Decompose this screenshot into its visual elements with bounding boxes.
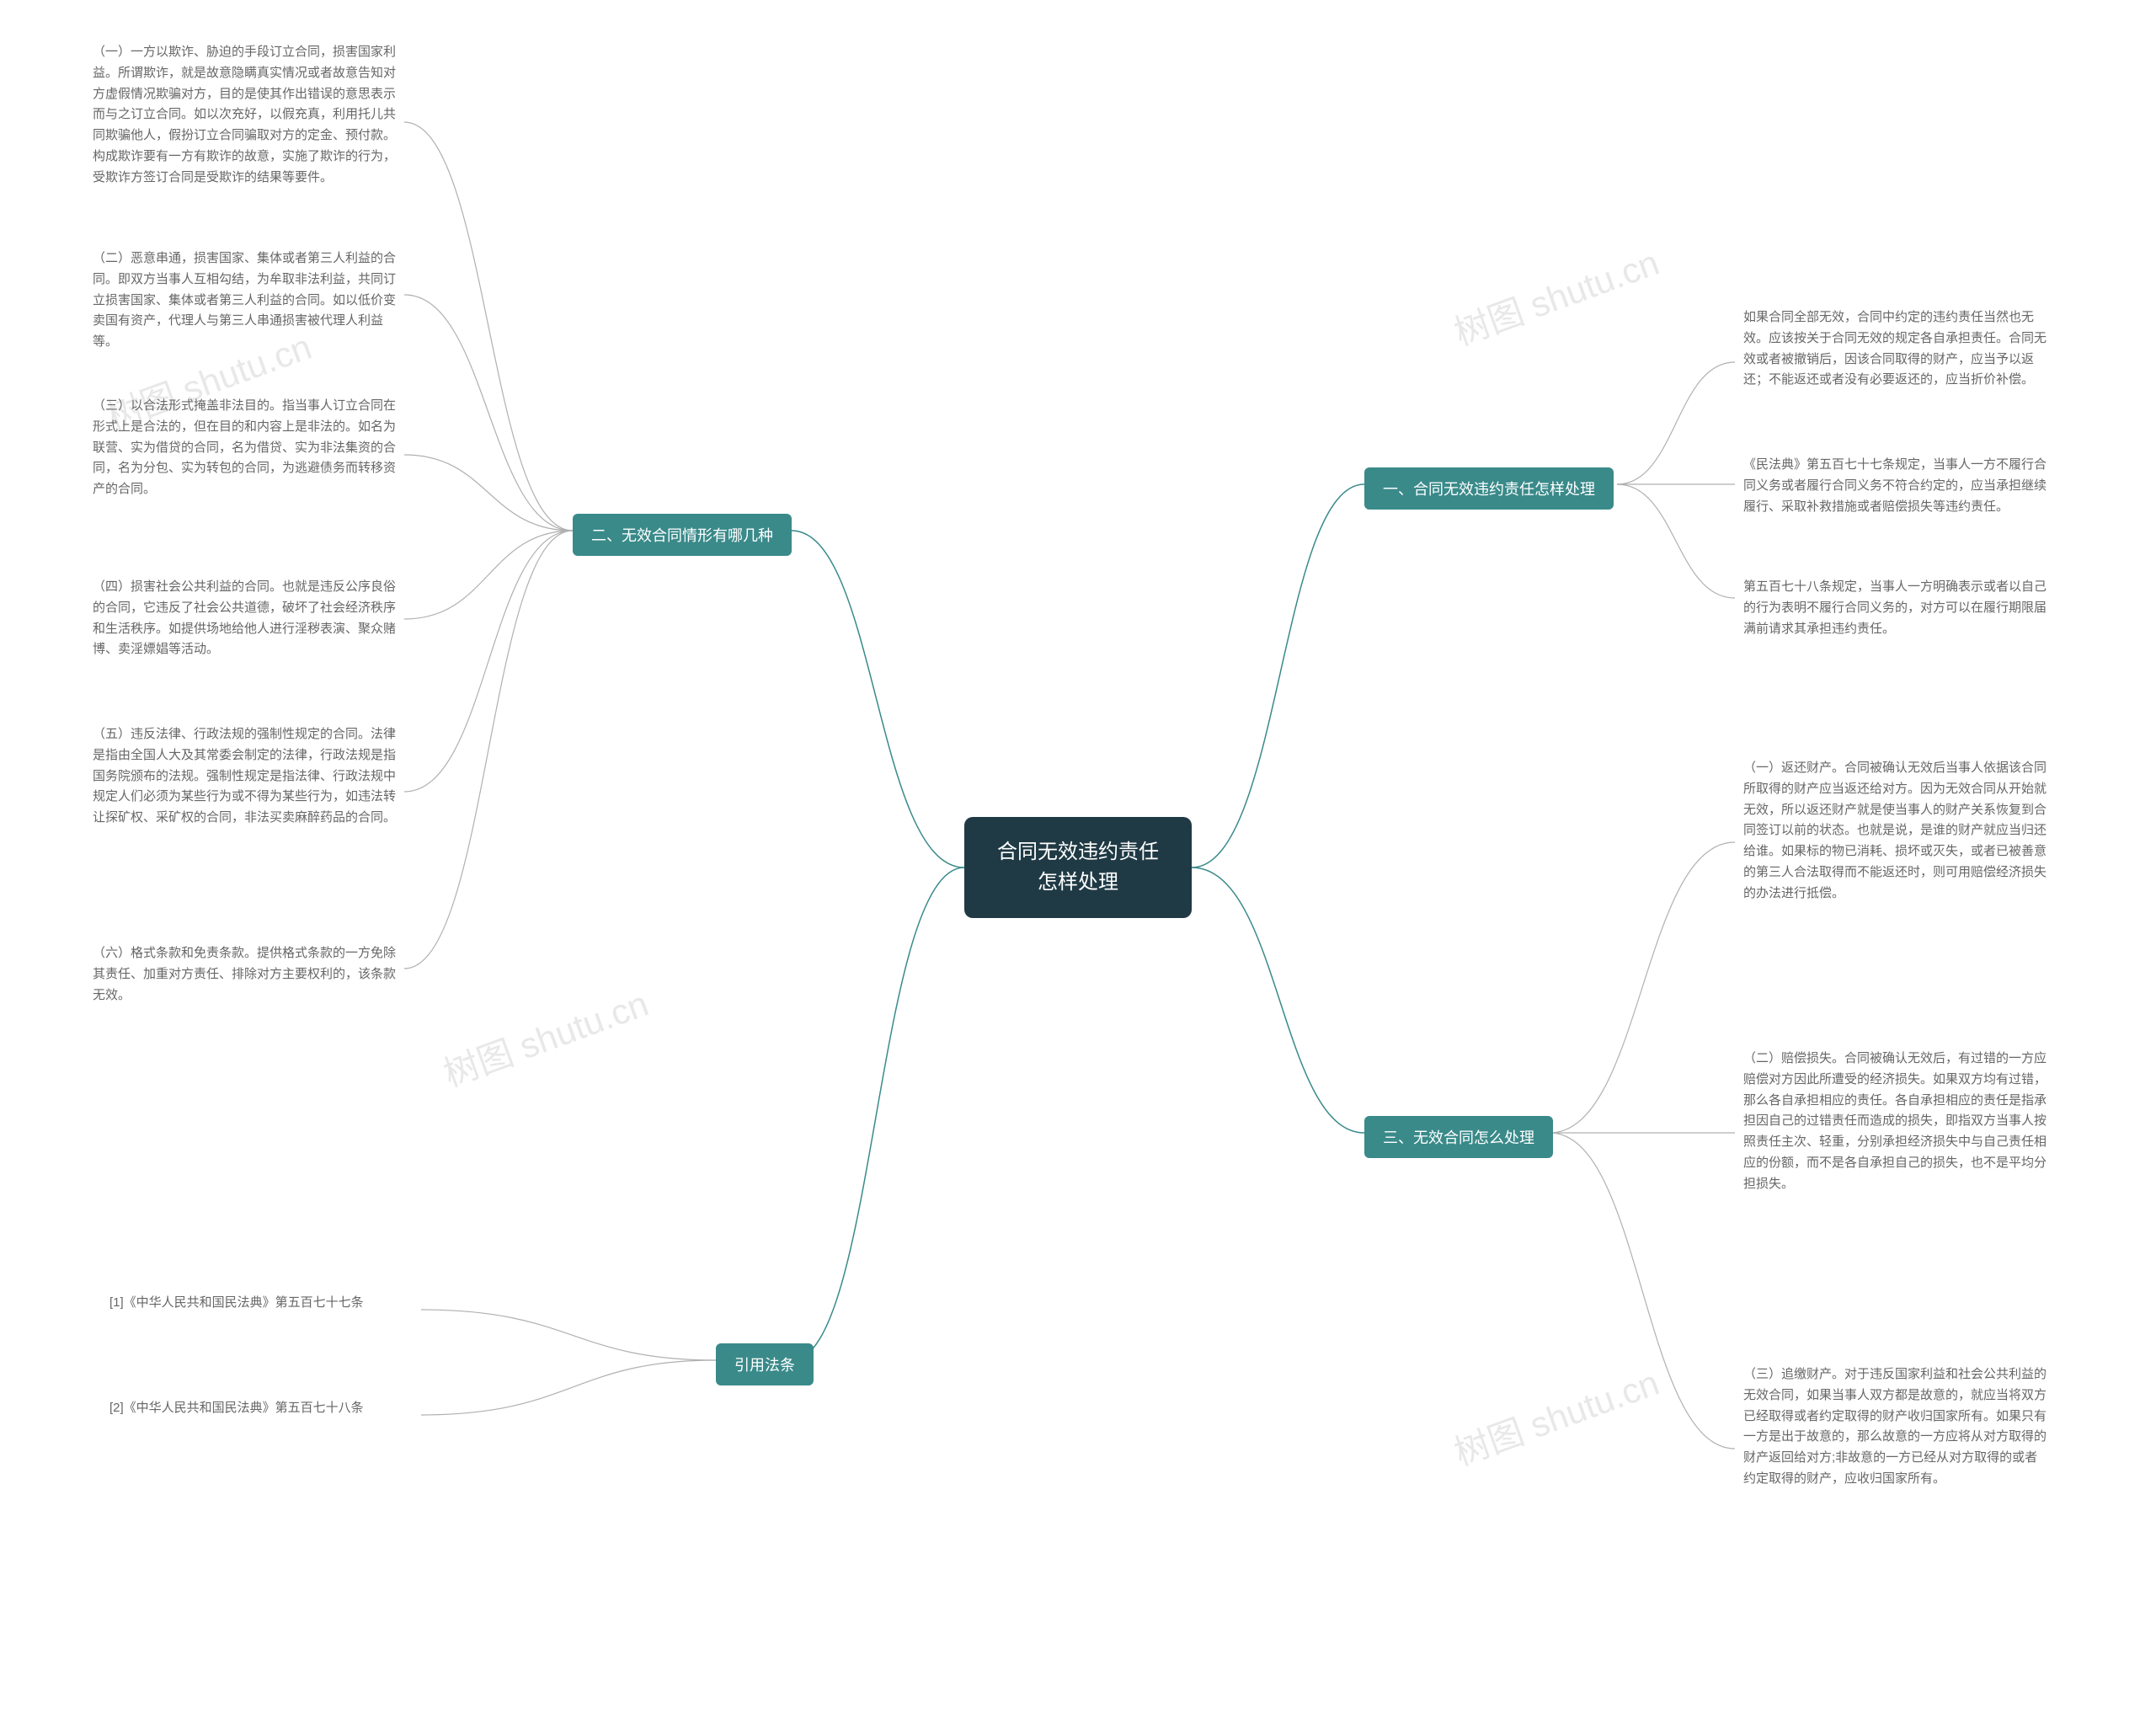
left-leaf-2-0: [1]《中华人民共和国民法典》第五百七十七条 [109,1293,413,1314]
watermark: 树图 shutu.cn [1446,1354,1665,1476]
left-leaf-1-0: （一）一方以欺诈、胁迫的手段订立合同，损害国家利益。所谓欺诈，就是故意隐瞒真实情… [93,42,396,188]
watermark: 树图 shutu.cn [435,975,654,1097]
left-leaf-1-4: （五）违反法律、行政法规的强制性规定的合同。法律是指由全国人大及其常委会制定的法… [93,724,396,829]
left-branch-2: 引用法条 [716,1343,814,1385]
right-leaf-2-2: （三）追缴财产。对于违反国家利益和社会公共利益的无效合同，如果当事人双方都是故意… [1743,1364,2047,1490]
watermark: 树图 shutu.cn [1446,234,1665,355]
right-leaf-2-1: （二）赔偿损失。合同被确认无效后，有过错的一方应赔偿对方因此所遭受的经济损失。如… [1743,1049,2047,1194]
left-branch-1: 二、无效合同情形有哪几种 [573,514,792,556]
center-node: 合同无效违约责任怎样处理 [964,817,1192,918]
right-leaf-1-0: 如果合同全部无效，合同中约定的违约责任当然也无效。应该按关于合同无效的规定各自承… [1743,307,2047,391]
left-leaf-1-5: （六）格式条款和免责条款。提供格式条款的一方免除其责任、加重对方责任、排除对方主… [93,943,396,1006]
right-leaf-2-0: （一）返还财产。合同被确认无效后当事人依据该合同所取得的财产应当返还给对方。因为… [1743,758,2047,904]
right-branch-2: 三、无效合同怎么处理 [1364,1116,1553,1158]
left-leaf-1-3: （四）损害社会公共利益的合同。也就是违反公序良俗的合同，它违反了社会公共道德，破… [93,577,396,660]
right-leaf-1-1: 《民法典》第五百七十七条规定，当事人一方不履行合同义务或者履行合同义务不符合约定… [1743,455,2047,517]
left-leaf-1-2: （三）以合法形式掩盖非法目的。指当事人订立合同在形式上是合法的，但在目的和内容上… [93,396,396,500]
left-leaf-2-1: [2]《中华人民共和国民法典》第五百七十八条 [109,1398,413,1419]
right-branch-1: 一、合同无效违约责任怎样处理 [1364,467,1614,510]
right-leaf-1-2: 第五百七十八条规定，当事人一方明确表示或者以自己的行为表明不履行合同义务的，对方… [1743,577,2047,639]
left-leaf-1-1: （二）恶意串通，损害国家、集体或者第三人利益的合同。即双方当事人互相勾结，为牟取… [93,248,396,353]
